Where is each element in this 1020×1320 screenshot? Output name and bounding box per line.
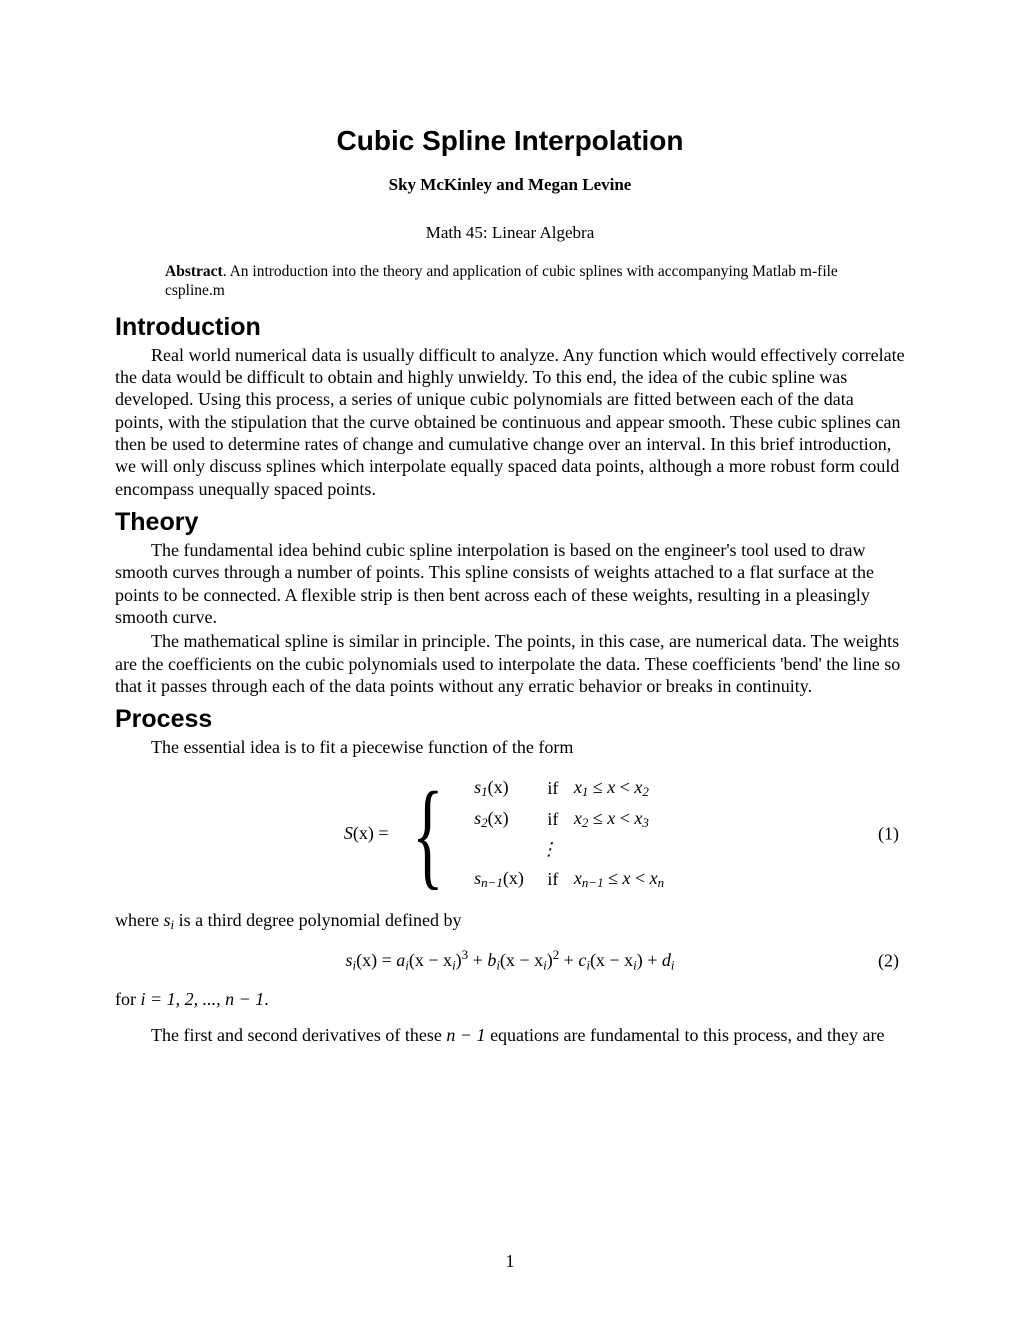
equation-1: S(x) = { s1(x) if x1 ≤ x < x2 s2(x) if x… (115, 773, 905, 896)
abstract-block: Abstract. An introduction into the theor… (165, 263, 855, 301)
where-text: where (115, 910, 163, 930)
eq1-cond-op1: ≤ (588, 808, 607, 828)
equation-1-label: (1) (878, 823, 899, 844)
eq1-cond-r: x (650, 868, 658, 888)
eq2-arg: (x) (356, 951, 377, 971)
eq1-if: if (536, 773, 570, 804)
eq1-cond-l: x (574, 777, 582, 797)
eq1-case-row-vdots: ⋮ (470, 835, 676, 864)
deriv-pre: The first and second derivatives of thes… (151, 1025, 446, 1045)
eq1-case-row: sn−1(x) if xn−1 ≤ x < xn (470, 864, 676, 895)
eq1-eq-sign: = (374, 823, 389, 843)
eq1-lhs-arg: (x) (353, 823, 374, 843)
equation-2: si(x) = ai(x − xi)3 + bi(x − xi)2 + ci(x… (115, 947, 905, 973)
heading-introduction: Introduction (115, 313, 905, 342)
paper-title: Cubic Spline Interpolation (115, 125, 905, 157)
eq2-plus2: + (559, 951, 578, 971)
eq1-cond-op2: < (615, 777, 634, 797)
eq1-arg: (x) (488, 808, 509, 828)
deriv-math: n − 1 (446, 1025, 485, 1045)
si-var: s (163, 910, 170, 930)
eq1-cond-rs: n (658, 875, 664, 890)
eq1-cond-op1: ≤ (604, 868, 623, 888)
theory-paragraph-2: The mathematical spline is similar in pr… (115, 630, 905, 697)
eq2-b: b (487, 951, 496, 971)
equation-2-body: si(x) = ai(x − xi)3 + bi(x − xi)2 + ci(x… (346, 947, 675, 973)
abstract-text: . An introduction into the theory and ap… (165, 263, 838, 299)
for-post: . (264, 989, 269, 1009)
process-paragraph-1: The essential idea is to fit a piecewise… (115, 736, 905, 758)
between-eq1-eq2: where si is a third degree polynomial de… (115, 909, 905, 933)
eq1-case-row: s2(x) if x2 ≤ x < x3 (470, 804, 676, 835)
eq2-d: d (662, 951, 671, 971)
equation-1-body: S(x) = { s1(x) if x1 ≤ x < x2 s2(x) if x… (344, 773, 676, 896)
eq1-arg: (x) (503, 868, 524, 888)
eq1-if: if (536, 804, 570, 835)
where-tail: is a third degree polynomial defined by (174, 910, 461, 930)
paper-authors: Sky McKinley and Megan Levine (115, 175, 905, 195)
heading-process: Process (115, 705, 905, 734)
eq1-lhs-var: S (344, 823, 353, 843)
eq1-if: if (536, 864, 570, 895)
page: Cubic Spline Interpolation Sky McKinley … (0, 0, 1020, 1320)
for-pre: for (115, 989, 141, 1009)
eq1-cases: s1(x) if x1 ≤ x < x2 s2(x) if x2 ≤ x < x… (470, 773, 676, 896)
eq1-cond-l: x (574, 808, 582, 828)
vdots-icon: ⋮ (536, 835, 570, 864)
page-number: 1 (0, 1251, 1020, 1272)
eq1-cond-rs: 2 (642, 784, 648, 799)
eq2-eq: = (377, 951, 396, 971)
eq2-p2o: (x − x (500, 951, 543, 971)
equation-2-label: (2) (878, 950, 899, 971)
eq2-p1o: (x − x (409, 951, 452, 971)
eq2-plus3: + (643, 951, 662, 971)
eq2-a: a (396, 951, 405, 971)
theory-paragraph-1: The fundamental idea behind cubic spline… (115, 539, 905, 628)
derivatives-paragraph: The first and second derivatives of thes… (115, 1024, 905, 1046)
eq2-s: s (346, 951, 353, 971)
eq1-cond-op2: < (630, 868, 649, 888)
abstract-label: Abstract (165, 263, 223, 280)
eq1-arg: (x) (488, 777, 509, 797)
paper-course: Math 45: Linear Algebra (115, 223, 905, 243)
eq1-cond-l: x (574, 868, 582, 888)
eq1-sub: n−1 (481, 875, 503, 890)
deriv-post: equations are fundamental to this proces… (486, 1025, 885, 1045)
heading-theory: Theory (115, 508, 905, 537)
eq2-p3o: (x − x (590, 951, 633, 971)
eq1-case-row: s1(x) if x1 ≤ x < x2 (470, 773, 676, 804)
eq2-plus1: + (468, 951, 487, 971)
for-math: i = 1, 2, ..., n − 1 (141, 989, 265, 1009)
eq1-cond-op1: ≤ (588, 777, 607, 797)
eq1-cond-rs: 3 (642, 815, 648, 830)
intro-paragraph: Real world numerical data is usually dif… (115, 344, 905, 500)
eq1-cond-ls: n−1 (582, 875, 604, 890)
eq2-di: i (671, 958, 675, 973)
eq1-cond-op2: < (615, 808, 634, 828)
for-i-line: for i = 1, 2, ..., n − 1. (115, 988, 905, 1010)
cases-brace-icon: { (412, 783, 444, 885)
